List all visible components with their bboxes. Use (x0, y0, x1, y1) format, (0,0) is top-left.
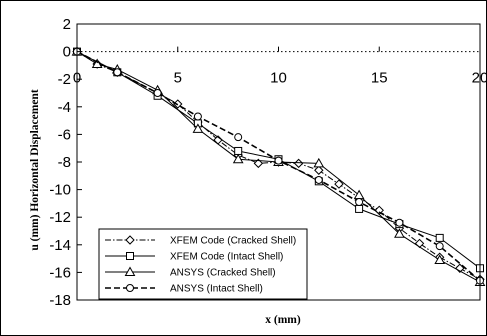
x-axis-title: x (mm) (265, 314, 301, 326)
legend-marker-triangle (124, 266, 136, 276)
y-tick-label: -18 (49, 292, 71, 309)
legend: XFEM Code (Cracked Shell) XFEM Code (Inta… (98, 228, 308, 300)
data-point-circle (193, 112, 202, 121)
legend-label-2: ANSYS (Cracked Shell) (170, 268, 276, 279)
y-tick-label: -16 (49, 264, 71, 281)
data-point-square (435, 233, 444, 242)
legend-label-3: ANSYS (Intact Shell) (170, 284, 263, 295)
y-tick-label: 2 (63, 16, 71, 33)
legend-marker-circle (126, 284, 134, 292)
y-tick-label: -14 (49, 237, 71, 254)
series-line-2 (76, 51, 481, 283)
x-tick-label: 5 (174, 70, 182, 87)
data-point-circle (234, 133, 243, 142)
data-point-triangle (313, 157, 325, 168)
legend-label-0: XFEM Code (Cracked Shell) (170, 236, 296, 247)
legend-label-1: XFEM Code (Intact Shell) (170, 252, 283, 263)
data-point-triangle (232, 153, 244, 164)
x-tick-label: 10 (270, 70, 287, 87)
x-tick-label: 0 (73, 70, 81, 87)
legend-marker-square (126, 252, 134, 260)
data-point-circle (274, 156, 283, 165)
x-tick-label: 20 (472, 70, 487, 87)
data-point-triangle (434, 254, 446, 264)
y-tick-label: 0 (63, 44, 71, 61)
data-point-circle (435, 242, 444, 251)
data-point-diamond (293, 158, 304, 169)
data-point-circle (113, 68, 122, 77)
data-point-circle (314, 175, 323, 184)
data-point-triangle (91, 58, 103, 69)
data-point-circle (355, 198, 364, 207)
data-point-diamond (314, 165, 324, 175)
data-point-diamond (253, 158, 264, 169)
y-tick-label: -6 (58, 126, 71, 143)
y-tick-label: -2 (58, 71, 71, 88)
series-3 (73, 47, 484, 285)
y-axis-title: u (mm) Horizontal Displacement (29, 89, 41, 250)
data-point-square (234, 146, 243, 155)
data-point-circle (153, 89, 162, 97)
data-point-square (355, 204, 364, 213)
data-point-diamond (334, 179, 344, 189)
y-tick-label: -8 (58, 154, 71, 171)
y-tick-label: -4 (58, 99, 71, 116)
y-tick-label: -12 (49, 209, 71, 226)
data-point-triangle (394, 228, 405, 238)
data-point-circle (395, 218, 404, 227)
x-tick-label: 15 (371, 70, 388, 87)
legend-marker-diamond (125, 235, 135, 245)
data-point-triangle (192, 123, 204, 133)
y-tick-label: -10 (49, 182, 71, 199)
